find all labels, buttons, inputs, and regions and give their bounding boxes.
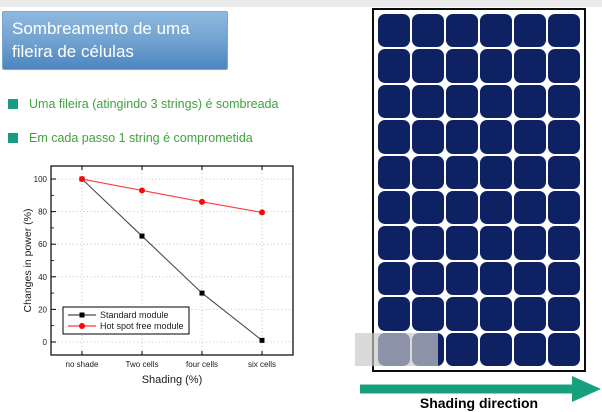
solar-cell <box>446 14 478 48</box>
solar-cell <box>514 332 546 366</box>
svg-text:Hot spot free module: Hot spot free module <box>100 321 184 331</box>
arrow-shaft <box>360 384 574 394</box>
shading-direction-arrow <box>360 376 601 402</box>
svg-text:0: 0 <box>43 338 48 347</box>
solar-cell <box>480 155 512 189</box>
solar-cell <box>548 155 580 189</box>
svg-text:20: 20 <box>38 305 47 314</box>
shading-direction-label: Shading direction <box>419 395 539 411</box>
solar-cell <box>446 332 478 366</box>
solar-cell <box>514 14 546 48</box>
solar-cell <box>514 120 546 154</box>
svg-text:Two cells: Two cells <box>126 360 159 369</box>
solar-cell <box>514 84 546 119</box>
slide-title: Sombreamento de uma fileira de células <box>12 19 190 61</box>
solar-cell <box>480 297 512 331</box>
solar-cell <box>514 226 546 260</box>
solar-cell <box>514 155 546 189</box>
solar-cell <box>480 14 512 48</box>
svg-text:Standard module: Standard module <box>100 310 169 320</box>
svg-text:60: 60 <box>38 240 47 249</box>
solar-cell <box>480 226 512 260</box>
solar-cell <box>378 120 410 154</box>
solar-cell <box>548 14 580 48</box>
solar-cell <box>548 332 580 366</box>
bullet-text: Em cada passo 1 string é comprometida <box>29 131 253 145</box>
solar-cell <box>412 261 444 296</box>
bullet-list: Uma fileira (atingindo 3 strings) é somb… <box>8 94 278 162</box>
solar-cell <box>446 261 478 296</box>
arrow-head <box>572 376 601 402</box>
solar-cell <box>446 190 478 225</box>
solar-cell <box>446 49 478 83</box>
solar-cell <box>378 297 410 331</box>
solar-cell <box>446 155 478 189</box>
bullet-item: Uma fileira (atingindo 3 strings) é somb… <box>8 94 278 114</box>
solar-cell <box>412 49 444 83</box>
solar-cell <box>548 297 580 331</box>
bullet-text: Uma fileira (atingindo 3 strings) é somb… <box>29 97 279 111</box>
solar-cell <box>378 190 410 225</box>
top-strip <box>0 0 602 7</box>
solar-cell <box>480 120 512 154</box>
svg-text:Shading (%): Shading (%) <box>142 374 203 386</box>
title-box: Sombreamento de uma fileira de células <box>2 11 228 70</box>
solar-cell <box>412 14 444 48</box>
solar-cell <box>412 155 444 189</box>
svg-text:80: 80 <box>38 208 47 217</box>
solar-cell <box>548 120 580 154</box>
svg-text:100: 100 <box>34 175 48 184</box>
solar-cell <box>446 226 478 260</box>
solar-cell <box>446 84 478 119</box>
solar-cell <box>480 49 512 83</box>
solar-cell <box>378 14 410 48</box>
solar-cell <box>446 120 478 154</box>
solar-cell <box>412 226 444 260</box>
svg-text:four cells: four cells <box>186 360 218 369</box>
solar-cell <box>548 261 580 296</box>
solar-cell <box>378 84 410 119</box>
solar-cell <box>514 49 546 83</box>
solar-cell <box>514 297 546 331</box>
solar-cell <box>480 332 512 366</box>
solar-cell <box>480 261 512 296</box>
solar-cell <box>412 84 444 119</box>
power-vs-shading-chart: 0 20 40 60 80 100 no shade Two cells four cells s… <box>22 165 294 386</box>
solar-cell <box>378 155 410 189</box>
svg-text:40: 40 <box>38 273 47 282</box>
solar-cell <box>412 190 444 225</box>
solar-cell <box>412 120 444 154</box>
shading-overlay <box>355 333 438 366</box>
solar-cell <box>514 261 546 296</box>
bullet-square-icon <box>8 133 18 143</box>
solar-cell <box>378 49 410 83</box>
bullet-item: Em cada passo 1 string é comprometida <box>8 128 278 148</box>
solar-cell <box>446 297 478 331</box>
solar-cell <box>378 261 410 296</box>
solar-cell <box>378 226 410 260</box>
bullet-square-icon <box>8 99 18 109</box>
svg-text:no shade: no shade <box>66 360 99 369</box>
solar-cell <box>548 84 580 119</box>
solar-cell <box>548 226 580 260</box>
solar-cell <box>548 49 580 83</box>
solar-cell <box>412 297 444 331</box>
solar-cell <box>514 190 546 225</box>
solar-module-panel <box>372 8 586 372</box>
solar-cell <box>480 84 512 119</box>
svg-text:six cells: six cells <box>248 360 276 369</box>
solar-cell <box>480 190 512 225</box>
solar-cell <box>548 190 580 225</box>
svg-text:Changes in power (%): Changes in power (%) <box>22 209 34 313</box>
